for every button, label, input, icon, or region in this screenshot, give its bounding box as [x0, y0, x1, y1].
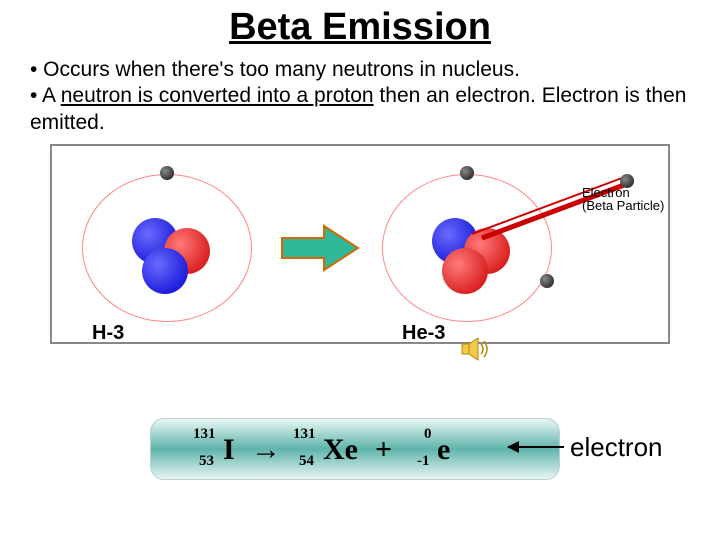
- atom-h3: [72, 156, 262, 331]
- eq-xe-sym: Xe: [323, 433, 358, 467]
- proton: [442, 248, 488, 294]
- eq-e-z: -1: [417, 453, 430, 470]
- bullet-2-underline: neutron is converted into a proton: [61, 84, 374, 107]
- eq-xe-z: 54: [299, 453, 314, 470]
- beta-label-line2: (Beta Particle): [582, 199, 664, 212]
- page-title: Beta Emission: [0, 6, 720, 49]
- bullet-1: • Occurs when there's too many neutrons …: [30, 57, 690, 83]
- eq-e-sym: e: [437, 433, 450, 467]
- neutron: [142, 248, 188, 294]
- atom-label-h3: H-3: [92, 322, 124, 345]
- decay-equation: 131 53 I → 131 54 Xe + 0 -1 e: [150, 418, 560, 480]
- eq-plus: +: [375, 433, 392, 467]
- atom-label-he3: He-3: [402, 322, 445, 345]
- atom-diagram: H-3 He-3 Electron (Beta Particle): [50, 144, 670, 344]
- arrow-to-electron-icon: [508, 446, 564, 448]
- electron-dot: [540, 274, 554, 288]
- eq-arrow: →: [251, 433, 281, 467]
- speaker-icon[interactable]: [460, 336, 490, 362]
- atom-he3: [372, 156, 562, 331]
- beta-label-line1: Electron: [582, 186, 664, 199]
- beta-particle-label: Electron (Beta Particle): [582, 186, 664, 212]
- eq-i-sym: I: [223, 433, 235, 467]
- eq-xe-mass: 131: [293, 426, 316, 443]
- transform-arrow-icon: [280, 224, 360, 272]
- eq-i-z: 53: [199, 453, 214, 470]
- bullet-2: • A neutron is converted into a proton t…: [30, 83, 690, 136]
- eq-e-mass: 0: [424, 426, 432, 443]
- electron-label: electron: [570, 432, 663, 463]
- electron-dot: [160, 166, 174, 180]
- eq-i-mass: 131: [193, 426, 216, 443]
- bullet-2-a: • A: [30, 84, 61, 107]
- bullet-list: • Occurs when there's too many neutrons …: [30, 57, 690, 136]
